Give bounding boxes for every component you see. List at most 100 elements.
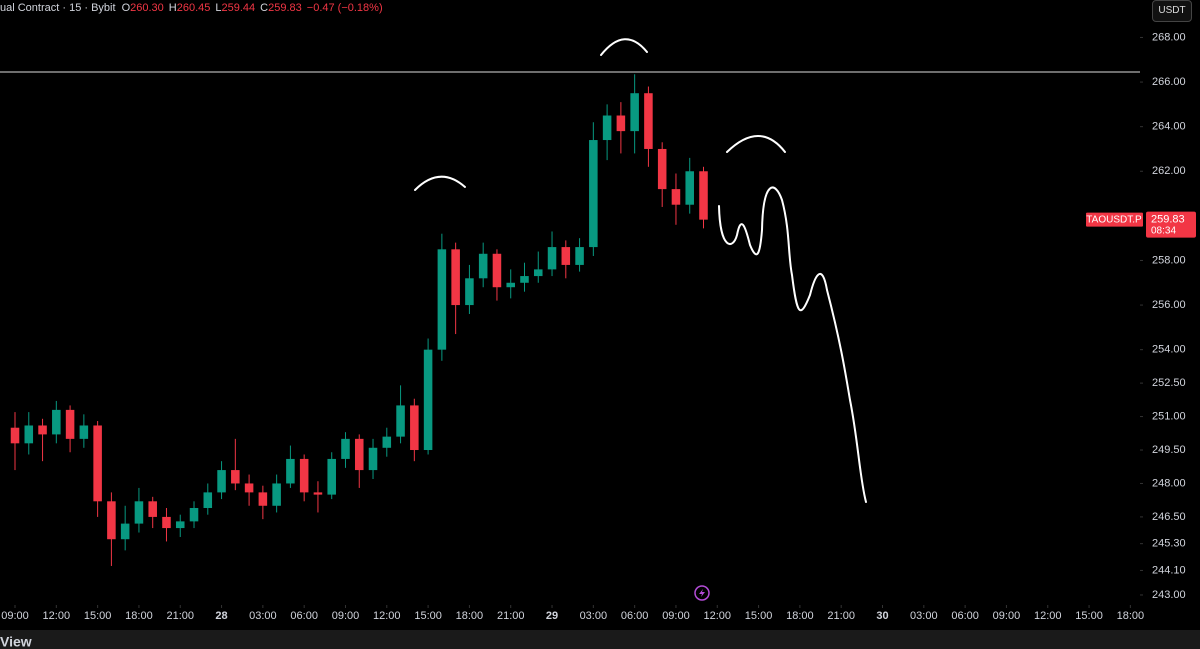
price-tag xyxy=(1146,211,1196,238)
y-tick-label: 258.00 xyxy=(1152,254,1186,266)
candle-body xyxy=(423,349,433,451)
y-tick-label: 248.00 xyxy=(1152,477,1186,489)
candle-body xyxy=(685,171,694,205)
x-tick-label: 12:00 xyxy=(373,610,401,622)
ohlc-key: L xyxy=(215,2,222,14)
x-tick-label: 12:00 xyxy=(43,610,71,622)
candle-body xyxy=(120,523,130,540)
candle-body xyxy=(313,492,323,495)
x-tick-label: 21:00 xyxy=(166,610,194,622)
candle-body xyxy=(327,458,336,495)
countdown-text: 08:34 xyxy=(1151,225,1176,236)
x-tick-label: 15:00 xyxy=(84,610,112,622)
x-tick-label: 21:00 xyxy=(497,610,525,622)
ohlc-value: 259.44 xyxy=(221,2,256,14)
candle-body xyxy=(299,458,309,493)
x-tick-label: 09:00 xyxy=(662,610,690,622)
x-tick-label: 09:00 xyxy=(1,610,29,622)
y-tick-label: 262.00 xyxy=(1152,165,1186,177)
x-tick-label: 12:00 xyxy=(1034,610,1062,622)
y-tick-label: 266.00 xyxy=(1152,76,1186,88)
candle-body xyxy=(506,282,515,288)
price-tag-text: 259.83 xyxy=(1151,214,1185,226)
x-tick-label: 06:00 xyxy=(621,610,649,622)
candle-body xyxy=(134,501,144,524)
currency-button[interactable]: USDT xyxy=(1152,0,1192,22)
candle-body xyxy=(341,438,350,459)
ohlc-key: H xyxy=(168,2,177,14)
candle-body xyxy=(286,458,295,484)
arc xyxy=(600,38,648,56)
y-tick-label: 254.00 xyxy=(1152,344,1186,356)
symbol-text: ual Contract · 15 · Bybit xyxy=(0,2,116,14)
candle-body xyxy=(602,115,612,141)
drawings xyxy=(414,38,867,503)
candle-body xyxy=(492,253,502,288)
x-tick-label: 03:00 xyxy=(910,610,938,622)
candle-body xyxy=(465,278,474,306)
y-tick-label: 252.50 xyxy=(1152,377,1186,389)
lightning-icon[interactable] xyxy=(694,585,710,601)
candle-body xyxy=(410,405,419,451)
candle-body xyxy=(107,501,116,540)
x-tick-label: 18:00 xyxy=(456,610,484,622)
footer-text: View xyxy=(0,634,32,649)
x-tick-label: 30 xyxy=(876,610,888,622)
candle-body xyxy=(272,483,281,506)
candle-body xyxy=(231,470,240,484)
projection xyxy=(718,186,867,503)
x-tick-label: 09:00 xyxy=(332,610,360,622)
ohlc-key: C xyxy=(260,2,269,14)
y-tick-label: 268.00 xyxy=(1152,31,1186,43)
header: ual Contract · 15 · Bybit O260.30 H260.45 L… xyxy=(0,2,388,14)
arc xyxy=(414,175,466,191)
y-tick-label: 249.50 xyxy=(1152,444,1186,456)
candle-body xyxy=(10,427,20,444)
candle-body xyxy=(478,253,488,279)
y-tick-label: 245.30 xyxy=(1152,538,1186,550)
ohlc-key: O xyxy=(121,2,131,14)
candle-body xyxy=(671,189,681,205)
candle-body xyxy=(382,436,392,448)
candle-body xyxy=(38,425,47,435)
candle-body xyxy=(162,516,171,529)
change-text: −0.47 (−0.18%) xyxy=(306,2,383,14)
candle-body xyxy=(630,93,639,132)
candle-body xyxy=(644,93,653,149)
ohlc-value: 260.30 xyxy=(130,2,164,14)
y-tick-label: 256.00 xyxy=(1152,299,1186,311)
x-tick-label: 15:00 xyxy=(1075,610,1103,622)
x-tick-label: 03:00 xyxy=(249,610,277,622)
x-tick-label: 03:00 xyxy=(580,610,608,622)
candle-body xyxy=(657,148,667,190)
x-tick-label: 12:00 xyxy=(704,610,732,622)
x-tick-label: 29 xyxy=(546,610,558,622)
y-tick-label: 243.00 xyxy=(1152,589,1186,601)
x-tick-label: 06:00 xyxy=(951,610,979,622)
candle-body xyxy=(203,492,213,508)
y-tick-label: 244.10 xyxy=(1152,564,1186,576)
y-tick-label: 264.00 xyxy=(1152,121,1186,133)
candle-body xyxy=(52,409,61,435)
x-tick-label: 06:00 xyxy=(290,610,318,622)
candle-body xyxy=(93,425,102,502)
x-tick-label: 18:00 xyxy=(1117,610,1145,622)
candle-body xyxy=(616,115,626,132)
x-tick-label: 18:00 xyxy=(125,610,153,622)
symbol-tag xyxy=(1086,212,1143,227)
arc xyxy=(726,135,786,153)
symbol-tag-text: TAOUSDT.P xyxy=(1086,214,1142,225)
y-tick-label: 251.00 xyxy=(1152,410,1186,422)
ohlc-value: 259.83 xyxy=(268,2,302,14)
candle-body xyxy=(575,247,584,265)
candle-body xyxy=(561,247,571,265)
candle-body xyxy=(65,409,75,439)
y-tick-label: 246.50 xyxy=(1152,511,1186,523)
candle-body xyxy=(354,438,364,471)
x-tick-label: 28 xyxy=(215,610,227,622)
candle-body xyxy=(24,425,34,444)
candle-body xyxy=(189,507,199,522)
candle-body xyxy=(520,276,529,283)
